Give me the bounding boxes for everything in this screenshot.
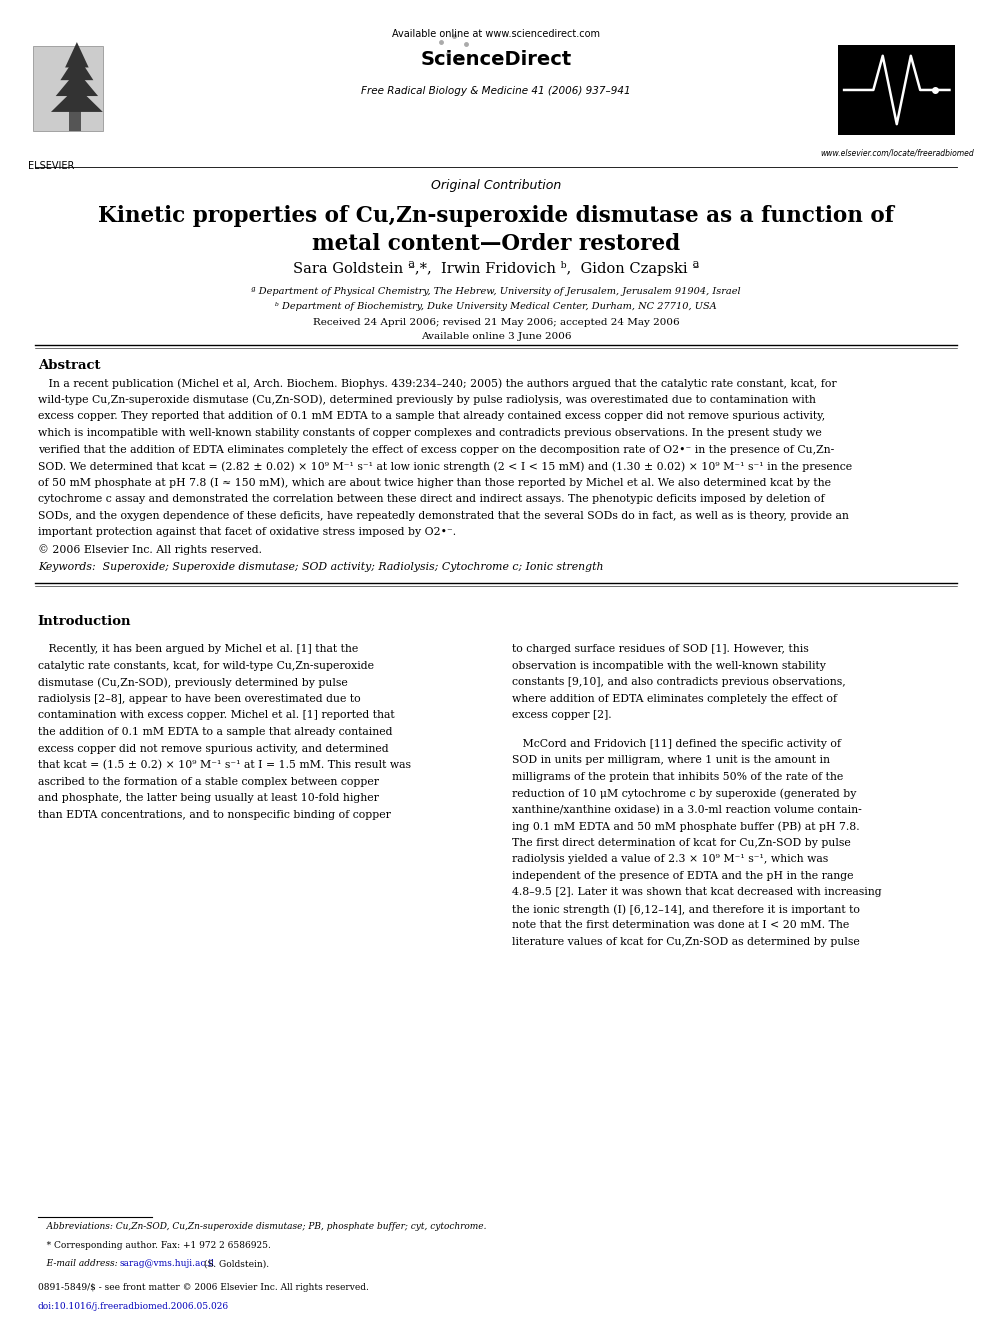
Text: ascribed to the formation of a stable complex between copper: ascribed to the formation of a stable co…: [38, 777, 379, 787]
Text: verified that the addition of EDTA eliminates completely the effect of excess co: verified that the addition of EDTA elimi…: [38, 445, 834, 455]
Polygon shape: [65, 42, 88, 67]
Text: xanthine/xanthine oxidase) in a 3.0-ml reaction volume contain-: xanthine/xanthine oxidase) in a 3.0-ml r…: [512, 804, 862, 815]
Text: catalytic rate constants, kcat, for wild-type Cu,Zn-superoxide: catalytic rate constants, kcat, for wild…: [38, 662, 374, 671]
Text: milligrams of the protein that inhibits 50% of the rate of the: milligrams of the protein that inhibits …: [512, 771, 843, 782]
Text: note that the first determination was done at I < 20 mM. The: note that the first determination was do…: [512, 921, 849, 930]
Text: (S. Goldstein).: (S. Goldstein).: [201, 1259, 270, 1269]
Text: reduction of 10 μM cytochrome c by superoxide (generated by: reduction of 10 μM cytochrome c by super…: [512, 789, 856, 799]
Text: doi:10.1016/j.freeradbiomed.2006.05.026: doi:10.1016/j.freeradbiomed.2006.05.026: [38, 1302, 229, 1311]
Bar: [69, 105, 80, 131]
Text: Free Radical Biology & Medicine 41 (2006) 937–941: Free Radical Biology & Medicine 41 (2006…: [361, 86, 631, 97]
Text: Original Contribution: Original Contribution: [431, 179, 561, 192]
Text: radiolysis [2–8], appear to have been overestimated due to: radiolysis [2–8], appear to have been ov…: [38, 695, 360, 704]
Text: the addition of 0.1 mM EDTA to a sample that already contained: the addition of 0.1 mM EDTA to a sample …: [38, 728, 392, 737]
Text: metal content—Order restored: metal content—Order restored: [311, 233, 681, 255]
Text: E-mail address:: E-mail address:: [38, 1259, 120, 1269]
Text: Abbreviations: Cu,Zn-SOD, Cu,Zn-superoxide dismutase; PB, phosphate buffer; cyt,: Abbreviations: Cu,Zn-SOD, Cu,Zn-superoxi…: [38, 1222, 486, 1232]
Polygon shape: [51, 86, 103, 112]
Text: independent of the presence of EDTA and the pH in the range: independent of the presence of EDTA and …: [512, 871, 853, 881]
Text: the ionic strength (I) [6,12–14], and therefore it is important to: the ionic strength (I) [6,12–14], and th…: [512, 904, 860, 914]
Text: of 50 mM phosphate at pH 7.8 (I ≈ 150 mM), which are about twice higher than tho: of 50 mM phosphate at pH 7.8 (I ≈ 150 mM…: [38, 478, 830, 488]
Text: Introduction: Introduction: [38, 615, 131, 628]
Text: Sara Goldstein ª,*,  Irwin Fridovich ᵇ,  Gidon Czapski ª: Sara Goldstein ª,*, Irwin Fridovich ᵇ, G…: [293, 261, 699, 275]
Text: Received 24 April 2006; revised 21 May 2006; accepted 24 May 2006: Received 24 April 2006; revised 21 May 2…: [312, 318, 680, 327]
Text: and phosphate, the latter being usually at least 10-fold higher: and phosphate, the latter being usually …: [38, 794, 379, 803]
Text: excess copper [2].: excess copper [2].: [512, 710, 611, 721]
Text: Available online 3 June 2006: Available online 3 June 2006: [421, 332, 571, 341]
Text: excess copper. They reported that addition of 0.1 mM EDTA to a sample that alrea: excess copper. They reported that additi…: [38, 411, 825, 422]
Polygon shape: [61, 54, 93, 81]
Text: which is incompatible with well-known stability constants of copper complexes an: which is incompatible with well-known st…: [38, 429, 821, 438]
Text: ing 0.1 mM EDTA and 50 mM phosphate buffer (PB) at pH 7.8.: ing 0.1 mM EDTA and 50 mM phosphate buff…: [512, 822, 859, 832]
Bar: [33, 46, 103, 131]
Text: The first direct determination of kcat for Cu,Zn-SOD by pulse: The first direct determination of kcat f…: [512, 837, 850, 848]
Text: dismutase (Cu,Zn-SOD), previously determined by pulse: dismutase (Cu,Zn-SOD), previously determ…: [38, 677, 347, 688]
Text: Recently, it has been argued by Michel et al. [1] that the: Recently, it has been argued by Michel e…: [38, 644, 358, 655]
Text: McCord and Fridovich [11] defined the specific activity of: McCord and Fridovich [11] defined the sp…: [512, 738, 841, 749]
Text: 0891-5849/$ - see front matter © 2006 Elsevier Inc. All rights reserved.: 0891-5849/$ - see front matter © 2006 El…: [38, 1283, 369, 1293]
Text: contamination with excess copper. Michel et al. [1] reported that: contamination with excess copper. Michel…: [38, 710, 395, 721]
Text: www.elsevier.com/locate/freeradbiomed: www.elsevier.com/locate/freeradbiomed: [820, 148, 973, 157]
Text: excess copper did not remove spurious activity, and determined: excess copper did not remove spurious ac…: [38, 744, 388, 754]
Text: SOD. We determined that kcat = (2.82 ± 0.02) × 10⁹ M⁻¹ s⁻¹ at low ionic strength: SOD. We determined that kcat = (2.82 ± 0…: [38, 462, 852, 471]
Text: constants [9,10], and also contradicts previous observations,: constants [9,10], and also contradicts p…: [512, 677, 845, 688]
Text: ᵇ Department of Biochemistry, Duke University Medical Center, Durham, NC 27710, : ᵇ Department of Biochemistry, Duke Unive…: [275, 302, 717, 311]
Text: radiolysis yielded a value of 2.3 × 10⁹ M⁻¹ s⁻¹, which was: radiolysis yielded a value of 2.3 × 10⁹ …: [512, 855, 828, 864]
Text: literature values of kcat for Cu,Zn-SOD as determined by pulse: literature values of kcat for Cu,Zn-SOD …: [512, 937, 860, 947]
Text: than EDTA concentrations, and to nonspecific binding of copper: than EDTA concentrations, and to nonspec…: [38, 810, 391, 820]
Text: wild-type Cu,Zn-superoxide dismutase (Cu,Zn-SOD), determined previously by pulse: wild-type Cu,Zn-superoxide dismutase (Cu…: [38, 394, 815, 405]
Text: Keywords:  Superoxide; Superoxide dismutase; SOD activity; Radiolysis; Cytochrom: Keywords: Superoxide; Superoxide dismuta…: [38, 562, 603, 573]
Text: SODs, and the oxygen dependence of these deficits, have repeatedly demonstrated : SODs, and the oxygen dependence of these…: [38, 511, 848, 521]
Text: cytochrome c assay and demonstrated the correlation between these direct and ind: cytochrome c assay and demonstrated the …: [38, 495, 824, 504]
Text: SOD in units per milligram, where 1 unit is the amount in: SOD in units per milligram, where 1 unit…: [512, 755, 830, 765]
Text: where addition of EDTA eliminates completely the effect of: where addition of EDTA eliminates comple…: [512, 695, 837, 704]
Text: that kcat = (1.5 ± 0.2) × 10⁹ M⁻¹ s⁻¹ at I = 1.5 mM. This result was: that kcat = (1.5 ± 0.2) × 10⁹ M⁻¹ s⁻¹ at…: [38, 761, 411, 770]
Text: Abstract: Abstract: [38, 359, 100, 372]
Text: In a recent publication (Michel et al, Arch. Biochem. Biophys. 439:234–240; 2005: In a recent publication (Michel et al, A…: [38, 378, 836, 389]
Text: 4.8–9.5 [2]. Later it was shown that kcat decreased with increasing: 4.8–9.5 [2]. Later it was shown that kca…: [512, 888, 882, 897]
Text: to charged surface residues of SOD [1]. However, this: to charged surface residues of SOD [1]. …: [512, 644, 808, 655]
Text: ª Department of Physical Chemistry, The Hebrew, University of Jerusalem, Jerusal: ª Department of Physical Chemistry, The …: [251, 287, 741, 296]
Text: Available online at www.sciencedirect.com: Available online at www.sciencedirect.co…: [392, 29, 600, 40]
Text: Kinetic properties of Cu,Zn-superoxide dismutase as a function of: Kinetic properties of Cu,Zn-superoxide d…: [98, 205, 894, 228]
Text: ScienceDirect: ScienceDirect: [421, 50, 571, 69]
Polygon shape: [56, 70, 98, 97]
Text: ELSEVIER: ELSEVIER: [29, 161, 74, 172]
Text: sarag@vms.huji.ac.il: sarag@vms.huji.ac.il: [119, 1259, 214, 1269]
Text: observation is incompatible with the well-known stability: observation is incompatible with the wel…: [512, 662, 825, 671]
Text: important protection against that facet of oxidative stress imposed by O2•⁻.: important protection against that facet …: [38, 528, 455, 537]
Text: © 2006 Elsevier Inc. All rights reserved.: © 2006 Elsevier Inc. All rights reserved…: [38, 544, 262, 554]
Text: * Corresponding author. Fax: +1 972 2 6586925.: * Corresponding author. Fax: +1 972 2 65…: [38, 1241, 271, 1250]
